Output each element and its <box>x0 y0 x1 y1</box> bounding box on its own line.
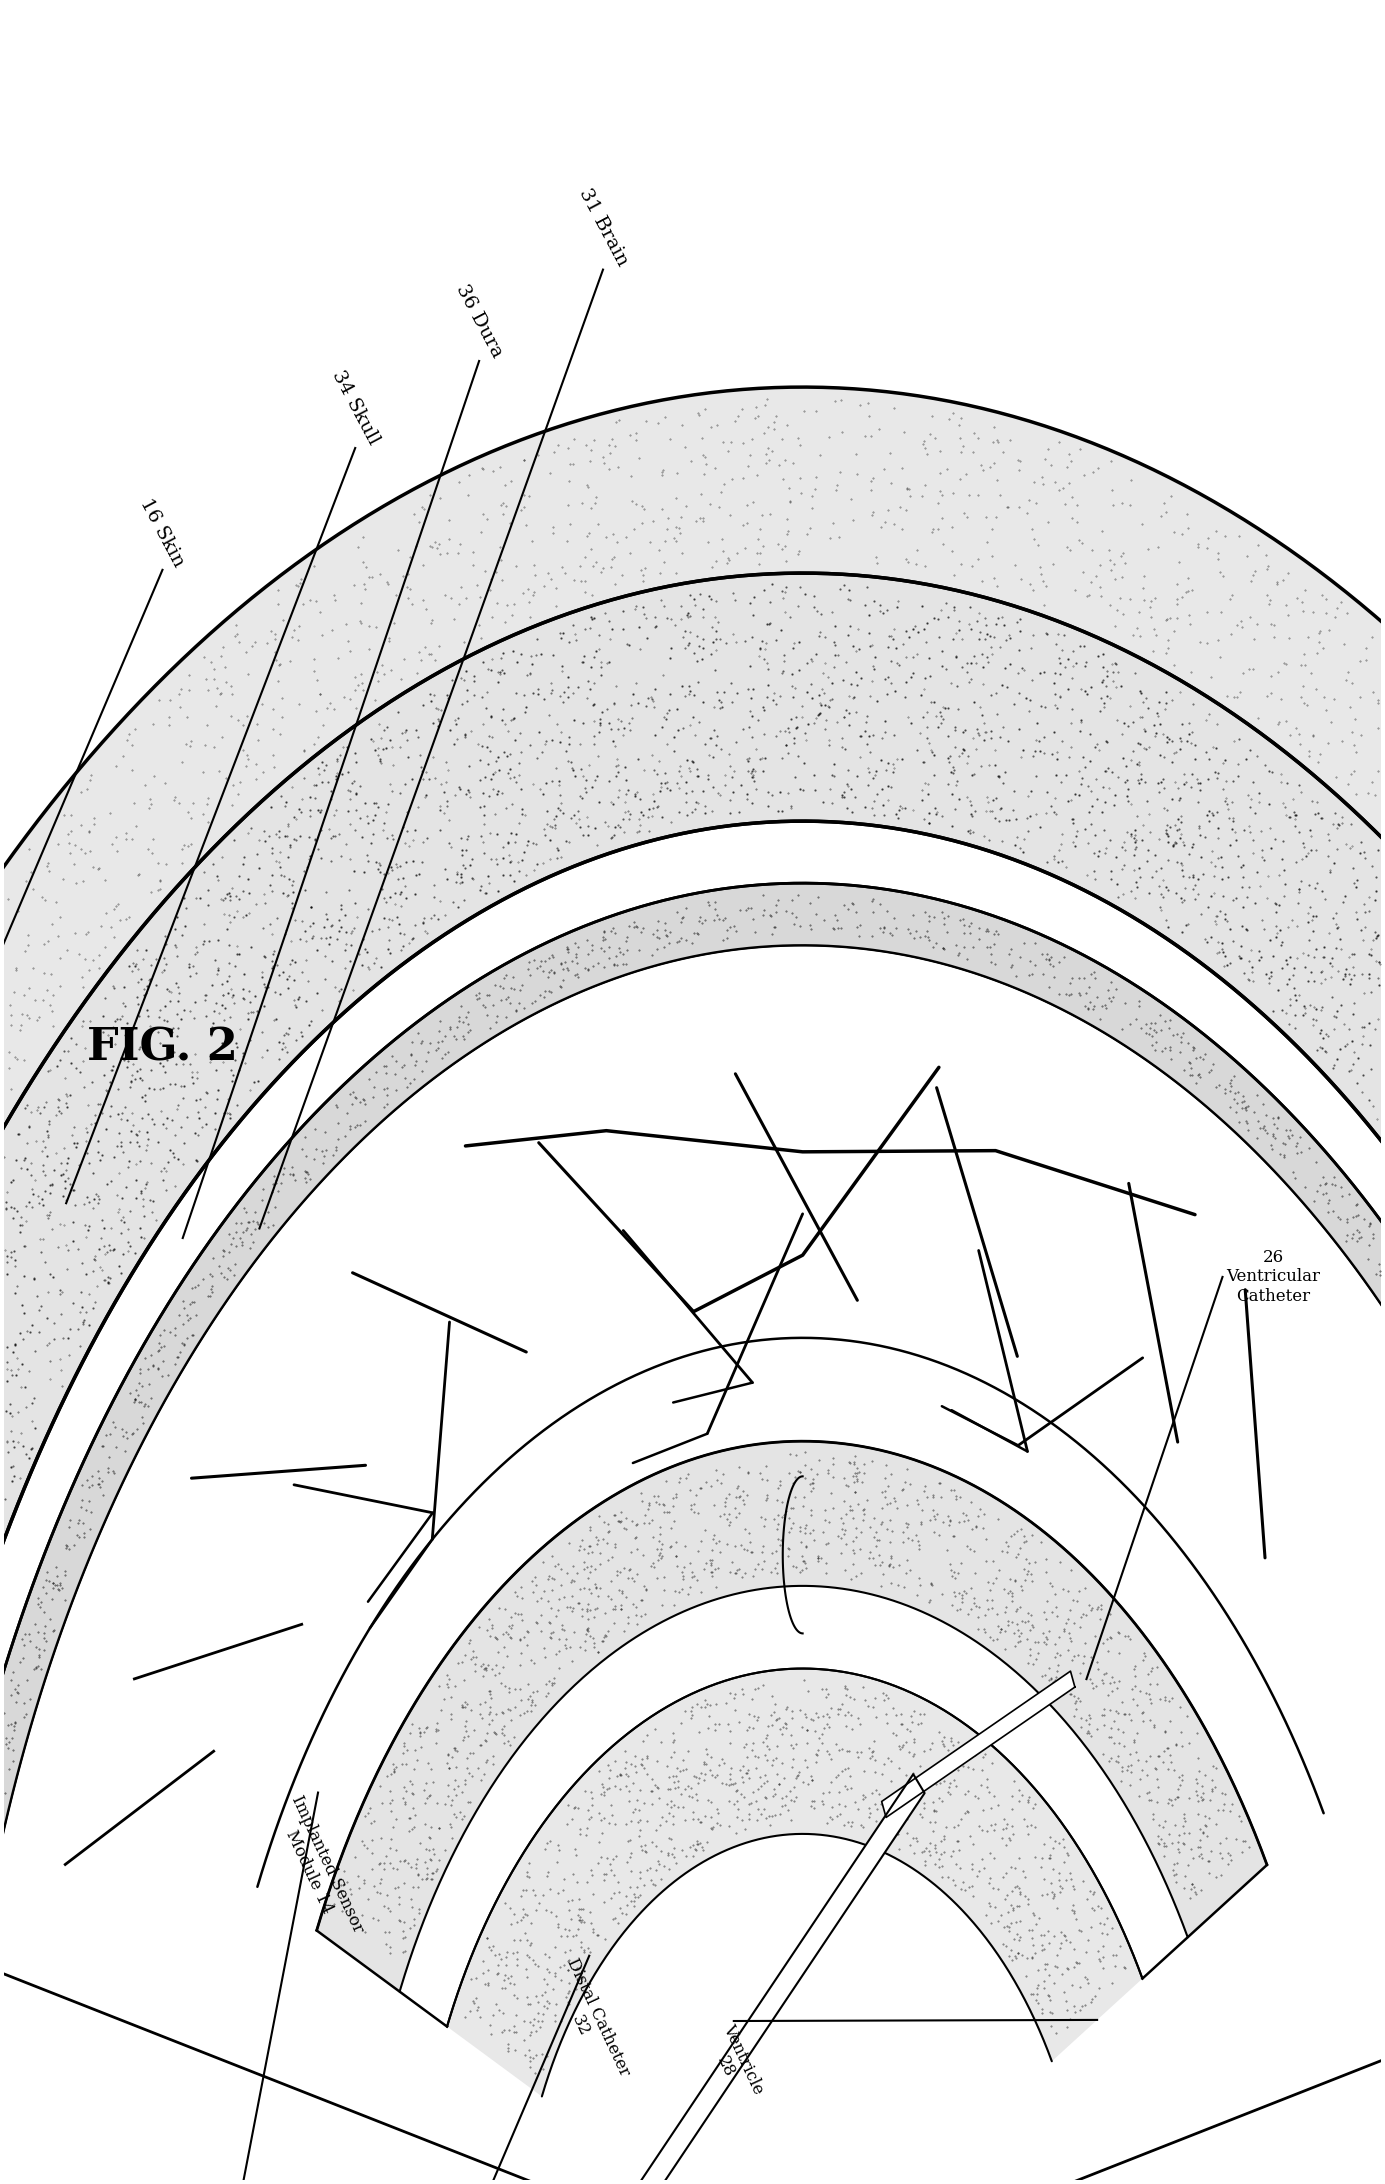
PathPatch shape <box>258 1339 1324 1931</box>
Text: Distal Catheter
32: Distal Catheter 32 <box>546 1955 633 2088</box>
Text: 34 Skull: 34 Skull <box>328 367 382 448</box>
Text: FIG. 2: FIG. 2 <box>87 1026 238 1070</box>
Text: 36 Dura: 36 Dura <box>453 282 506 360</box>
PathPatch shape <box>0 946 1385 2184</box>
Text: 26
Ventricular
Catheter: 26 Ventricular Catheter <box>1227 1249 1321 1306</box>
Text: Implanted Sensor
Module 14: Implanted Sensor Module 14 <box>270 1793 366 1944</box>
PathPatch shape <box>400 1586 1188 2027</box>
Polygon shape <box>882 1671 1075 1817</box>
Text: Ventricle
28: Ventricle 28 <box>701 2020 766 2105</box>
PathPatch shape <box>0 572 1385 1933</box>
PathPatch shape <box>447 1669 1143 2097</box>
PathPatch shape <box>0 821 1385 1948</box>
Polygon shape <box>0 1773 925 2184</box>
Text: 31 Brain: 31 Brain <box>575 186 632 269</box>
Text: 16 Skin: 16 Skin <box>137 496 188 570</box>
PathPatch shape <box>0 387 1385 1874</box>
PathPatch shape <box>0 882 1385 1963</box>
PathPatch shape <box>317 1441 1267 1992</box>
